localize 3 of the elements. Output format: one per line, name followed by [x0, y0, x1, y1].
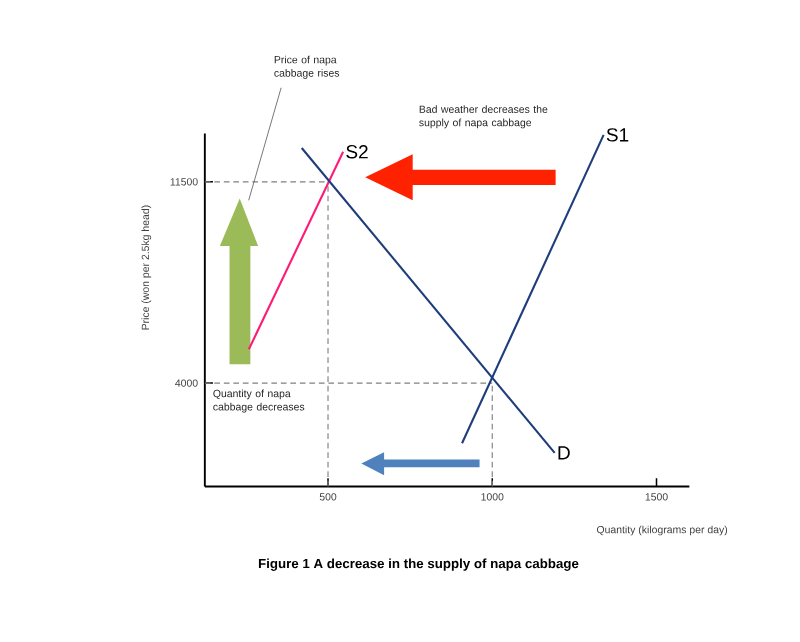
series-label: S2	[346, 144, 368, 159]
series-label: D	[558, 445, 570, 460]
series-label: S1	[606, 127, 629, 142]
